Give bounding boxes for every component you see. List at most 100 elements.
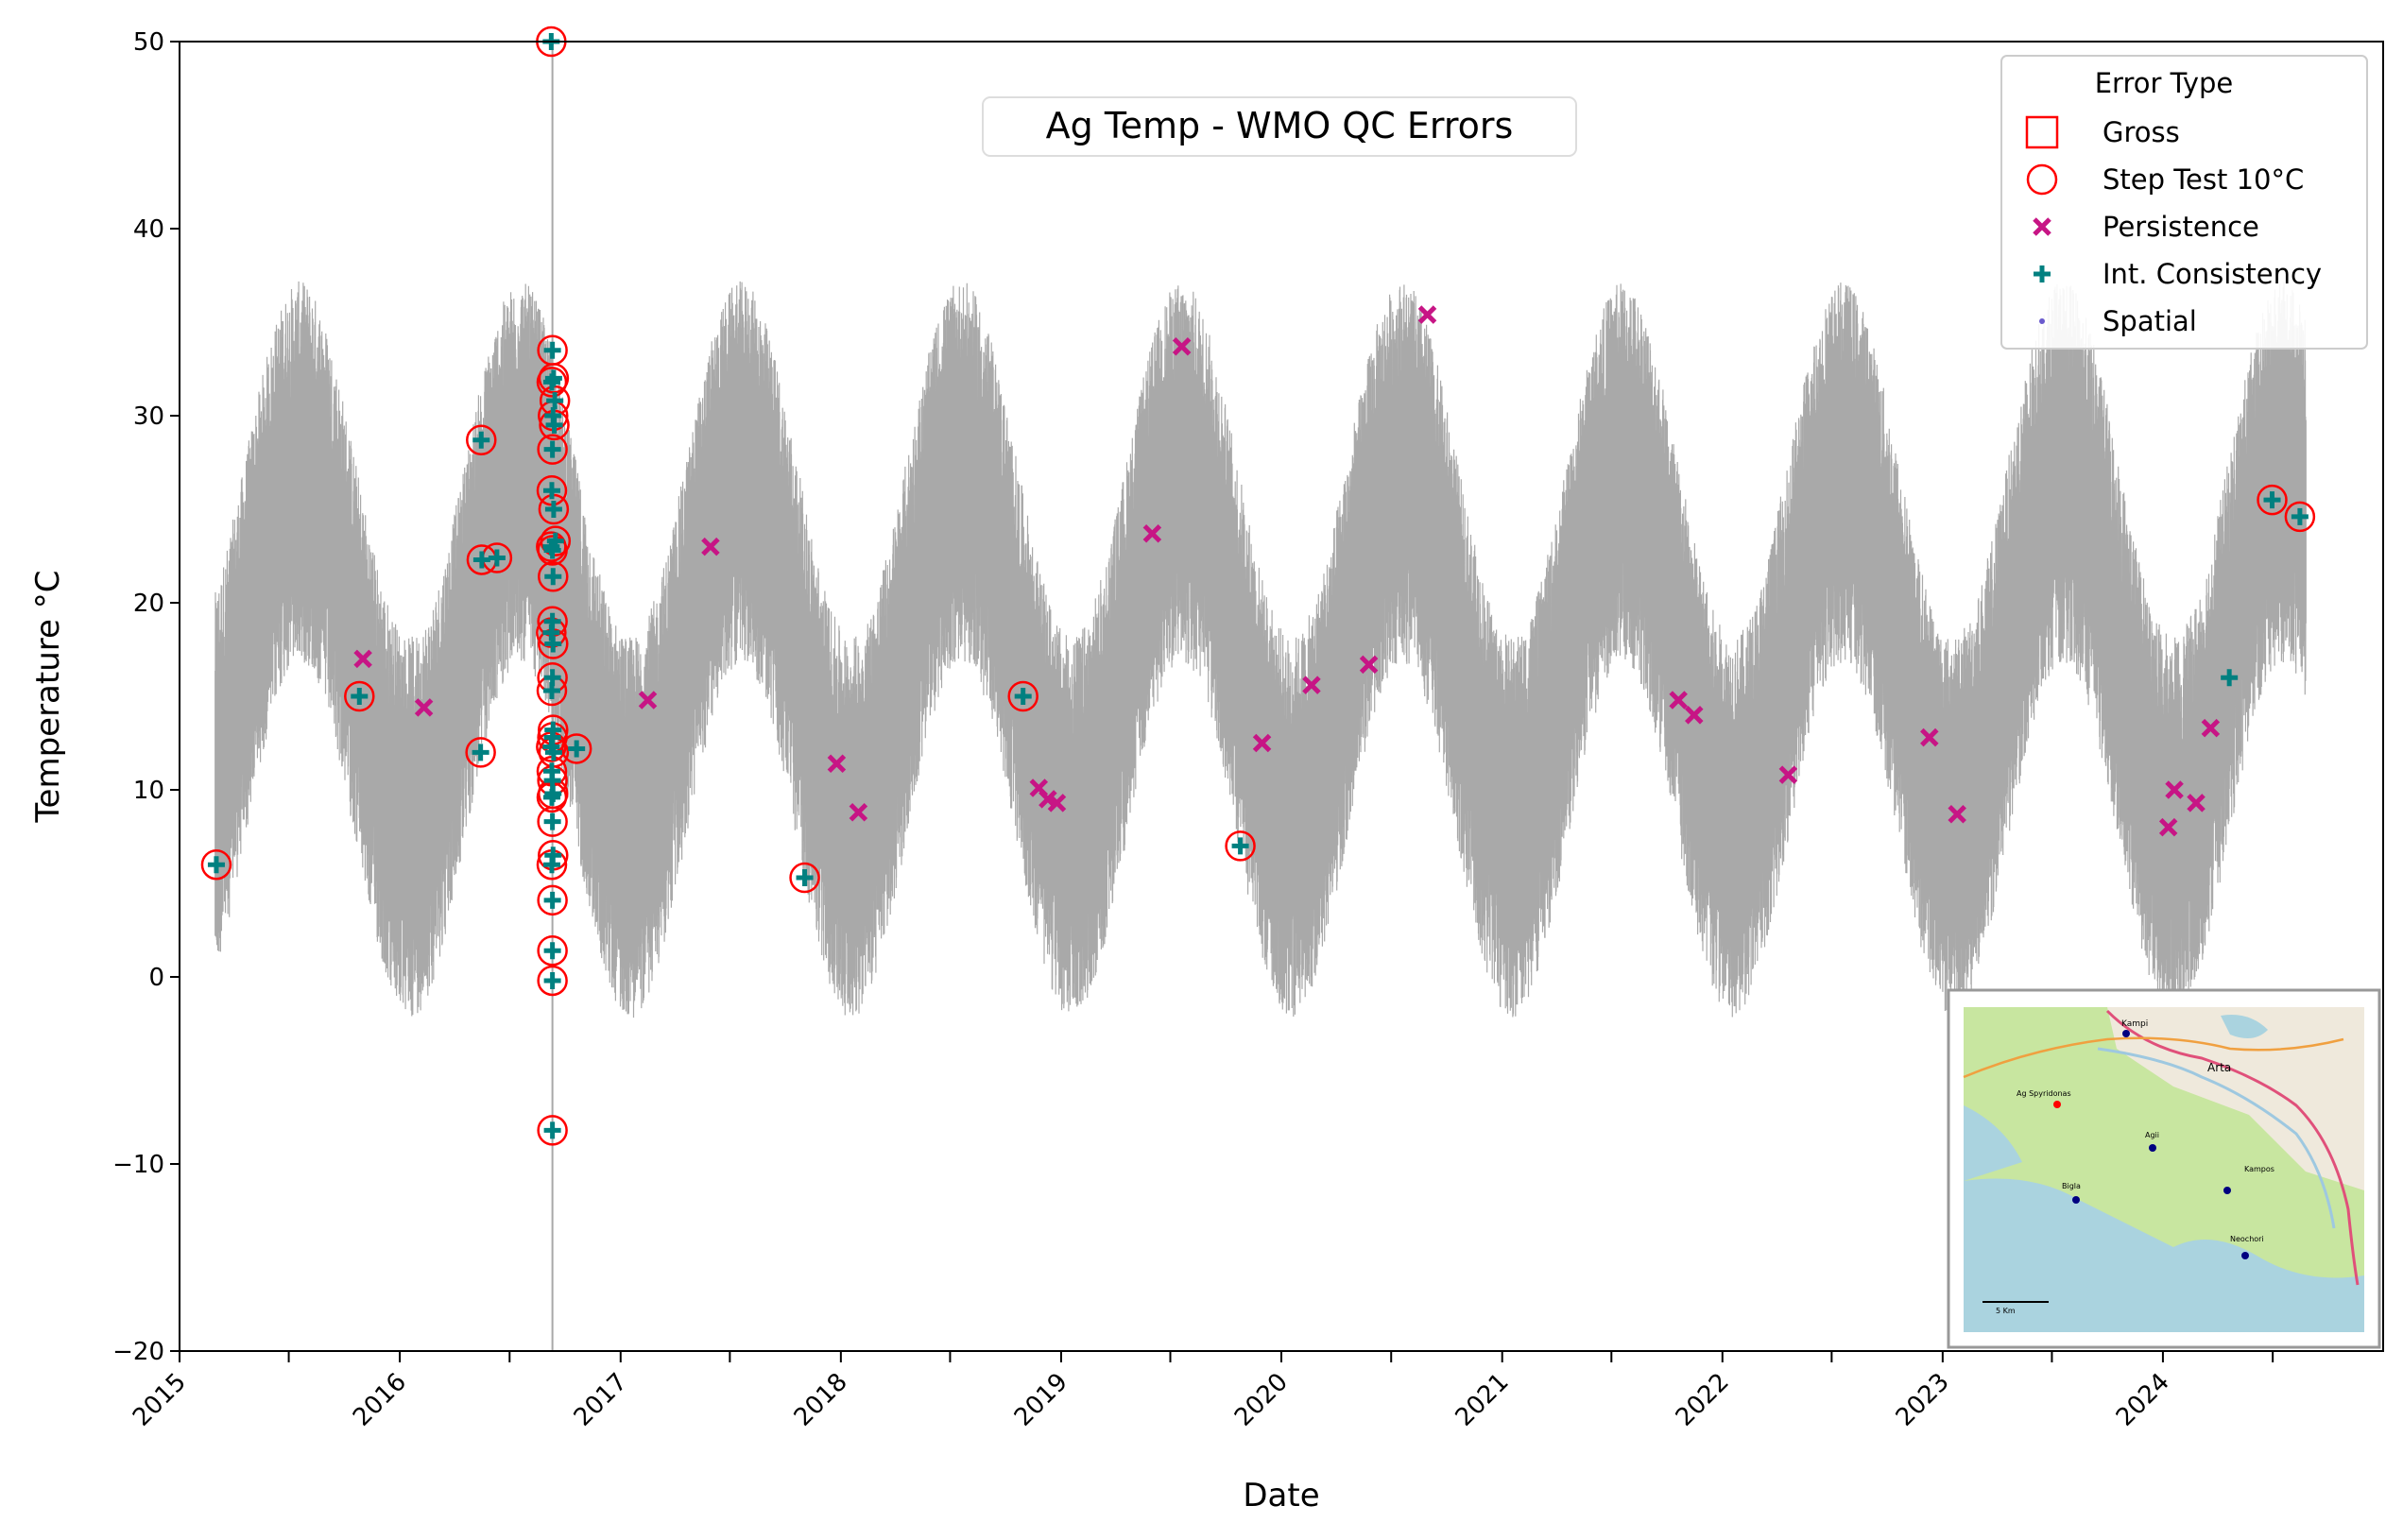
persistence-marker [827,754,847,774]
int-consistency-marker [544,501,562,518]
step-test-marker [789,862,820,894]
inset-map-station [2149,1144,2156,1152]
inset-map-label: Kampi [2121,1019,2148,1029]
legend-entry-gross: Gross [2025,115,2180,149]
persistence-marker [849,802,868,822]
persistence-marker [1047,794,1067,813]
step-test-marker [537,806,568,837]
int-consistency-marker [488,549,506,567]
persistence-marker [1948,804,1966,824]
int-consistency-marker [544,635,562,653]
legend-square-icon [2025,115,2059,149]
step-test-marker [536,367,568,398]
persistence-marker [2158,817,2178,837]
legend-entry-int-consistency: Int. Consistency [2034,258,2322,290]
step-test-marker [537,965,568,997]
y-tick-label: 50 [133,28,164,57]
plot-area [200,26,2316,1351]
persistence-marker [1172,336,1192,356]
inset-map-label: Neochori [2230,1235,2264,1243]
step-test-marker [537,935,568,967]
int-consistency-marker [542,373,560,391]
inset-map-water [1964,1178,2364,1332]
inset-map-station [2223,1187,2231,1194]
x-axis-label: Date [1243,1477,1319,1514]
inset-map-main-road [2105,1009,2360,1286]
y-tick-label: 0 [148,964,164,992]
step-test-marker [538,561,569,592]
legend-label: Int. Consistency [2103,258,2322,290]
int-consistency-marker [472,431,490,449]
persistence-marker [638,691,658,710]
int-consistency-marker [568,740,586,758]
y-axis-label: Temperature °C [29,571,67,824]
int-consistency-marker [472,551,490,569]
temperature-trace [215,281,2307,1018]
step-test-marker [560,733,592,764]
legend: Error Type Gross Step Test 10°C Persiste… [2000,55,2368,350]
inset-map-river [2097,1047,2336,1229]
step-test-marker [200,848,232,881]
persistence-marker [1252,733,1272,753]
legend-label: Persistence [2103,211,2259,243]
y-tick-label: −10 [112,1151,164,1179]
legend-label: Gross [2103,116,2180,148]
int-consistency-marker [543,440,561,458]
legend-entry-step-test: Step Test 10°C [2026,163,2304,196]
int-consistency-marker [1231,837,1249,855]
int-consistency-marker [796,869,814,887]
inset-map-station [2122,1030,2130,1037]
int-consistency-marker [545,416,563,434]
persistence-marker [701,537,720,556]
persistence-marker [1778,765,1798,784]
persistence-marker [1417,305,1437,324]
step-test-marker [465,737,496,768]
persistence-marker [1685,706,1704,725]
y-tick-label: 20 [133,590,164,618]
persistence-marker [1359,655,1379,675]
int-consistency-marker [543,942,561,960]
y-tick-label: −20 [112,1338,164,1366]
int-consistency-marker [2291,507,2309,525]
persistence-marker [2187,794,2206,813]
step-test-marker [2284,501,2316,533]
inset-map-station [2241,1252,2249,1259]
int-consistency-marker [543,341,561,359]
int-consistency-marker [543,891,561,909]
legend-box [2000,55,2368,350]
legend-title: Error Type [2095,67,2234,99]
legend-entry-persistence: Persistence [2033,211,2259,243]
int-consistency-marker [542,482,560,500]
inset-map-secondary-road [1963,1036,2344,1079]
step-test-marker [2257,484,2288,516]
int-consistency-marker [544,568,562,586]
step-test-marker [1225,830,1256,862]
persistence-marker [1920,727,1939,747]
persistence-marker [1302,676,1321,694]
legend-entry-spatial: Spatial [2039,305,2197,337]
int-consistency-marker [472,744,489,761]
persistence-marker [353,649,372,669]
legend-label: Spatial [2103,305,2197,337]
inset-map-label: Ag Spyridonas [2017,1089,2071,1098]
int-consistency-marker [543,971,561,989]
persistence-marker [1142,523,1162,543]
error-markers [200,26,2316,1146]
y-tick-label: 30 [133,402,164,431]
inset-map-station-highlight [2053,1101,2061,1108]
chart-title: Ag Temp - WMO QC Errors [1046,105,1514,146]
step-test-marker [344,680,375,712]
step-test-marker [537,884,568,916]
int-consistency-marker [542,788,560,806]
step-test-marker [537,535,568,566]
inset-map-scale-label: 5 Km [1996,1307,2016,1315]
int-consistency-marker [543,1121,561,1139]
persistence-marker [414,698,434,717]
inset-map-label: Bigla [2062,1182,2081,1190]
int-consistency-marker [351,688,369,705]
int-consistency-marker [544,744,562,761]
y-axis: −20 −10 0 10 20 30 40 50 [112,28,180,1366]
step-test-marker [1007,680,1038,712]
legend-x-icon [2033,217,2051,236]
legend-dot-icon [2039,318,2045,324]
